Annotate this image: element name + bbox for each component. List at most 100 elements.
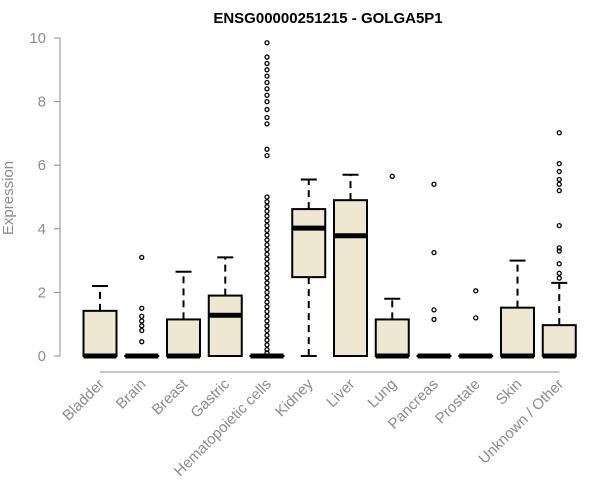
- outlier-point: [264, 153, 270, 159]
- outlier-point: [264, 265, 270, 272]
- outlier-point: [264, 261, 270, 267]
- outlier-point: [556, 261, 562, 267]
- outlier-point: [139, 339, 145, 345]
- outlier-point: [264, 256, 270, 262]
- outlier-point: [264, 86, 270, 92]
- y-tick-label: 6: [38, 157, 46, 174]
- outlier-point: [264, 194, 270, 200]
- outlier-point: [139, 318, 145, 324]
- outlier-point: [264, 251, 270, 257]
- outlier-point: [264, 121, 270, 127]
- outlier-point: [264, 79, 270, 86]
- box-unknown-other: [541, 130, 577, 359]
- outlier-point: [264, 289, 270, 296]
- outlier-point: [264, 327, 270, 334]
- outlier-point: [556, 176, 562, 183]
- outlier-point: [264, 294, 270, 300]
- outlier-point: [556, 187, 562, 194]
- outlier-point: [264, 323, 270, 329]
- y-axis-label: Expression: [0, 161, 17, 235]
- x-tick-label: Skin: [493, 376, 526, 409]
- outlier-point: [264, 346, 270, 353]
- box-gastric: [207, 256, 243, 357]
- iqr-box: [207, 294, 243, 357]
- outlier-point: [139, 313, 145, 319]
- outlier-point: [264, 342, 270, 348]
- box-hematopoietic-cells: [249, 40, 285, 359]
- outlier-point: [264, 60, 270, 67]
- y-tick-label: 10: [29, 30, 46, 47]
- axes: 0 2 4 6 8 10: [29, 30, 560, 373]
- x-tick-label: Prostate: [432, 376, 484, 428]
- x-tick-label: Lung: [364, 376, 400, 412]
- y-tick-label: 2: [38, 284, 46, 301]
- outlier-point: [556, 275, 562, 281]
- iqr-box: [541, 324, 577, 357]
- outlier-point: [264, 54, 270, 60]
- box-breast: [166, 270, 201, 359]
- x-tick-label: Liver: [323, 376, 358, 411]
- outlier-point: [139, 323, 145, 329]
- x-tick-label: Kidney: [272, 375, 317, 420]
- outlier-point: [264, 199, 270, 205]
- outlier-point: [264, 270, 270, 276]
- y-tick-label: 4: [38, 221, 46, 238]
- outlier-point: [139, 327, 145, 334]
- outlier-point: [264, 114, 270, 121]
- box-pancreas: [416, 181, 452, 359]
- outlier-point: [473, 315, 479, 321]
- boxes: [82, 40, 577, 359]
- outlier-point: [264, 308, 270, 315]
- outlier-point: [264, 213, 270, 219]
- iqr-box: [374, 318, 410, 357]
- outlier-point: [264, 318, 270, 324]
- outlier-point: [264, 313, 270, 319]
- outlier-point: [264, 337, 270, 343]
- outlier-point: [264, 237, 270, 243]
- box-skin: [500, 259, 535, 359]
- outlier-point: [264, 304, 270, 310]
- outlier-point: [264, 67, 270, 73]
- outlier-point: [556, 130, 562, 136]
- iqr-box: [333, 199, 368, 357]
- outlier-point: [556, 245, 562, 251]
- outlier-point: [264, 40, 270, 46]
- outlier-point: [264, 92, 270, 98]
- outlier-point: [264, 203, 270, 210]
- box-liver: [333, 173, 368, 357]
- outlier-point: [139, 305, 145, 311]
- outlier-point: [139, 254, 145, 261]
- outlier-point: [264, 284, 270, 291]
- y-tick-label: 8: [38, 94, 46, 111]
- x-tick-label: Bladder: [59, 376, 108, 425]
- chart-title: ENSG00000251215 - GOLGA5P1: [213, 10, 442, 27]
- outlier-point: [264, 350, 270, 356]
- outlier-point: [556, 181, 562, 187]
- outlier-point: [264, 227, 270, 234]
- outlier-point: [264, 332, 270, 338]
- iqr-box: [291, 208, 327, 279]
- outlier-point: [264, 98, 270, 105]
- outlier-point: [264, 106, 270, 113]
- outlier-point: [389, 173, 395, 179]
- outlier-point: [431, 249, 437, 256]
- outlier-point: [431, 316, 437, 323]
- outlier-point: [264, 299, 270, 305]
- outlier-point: [556, 270, 562, 276]
- x-tick-label: Brain: [113, 376, 150, 413]
- y-tick-label: 0: [38, 348, 46, 365]
- outlier-point: [264, 275, 270, 281]
- iqr-box: [500, 306, 535, 357]
- outlier-point: [264, 73, 270, 79]
- box-bladder: [82, 285, 118, 359]
- outlier-point: [556, 222, 562, 229]
- outlier-point: [264, 232, 270, 238]
- outlier-point: [431, 307, 437, 313]
- outlier-point: [264, 222, 270, 229]
- iqr-box: [82, 309, 118, 357]
- outlier-point: [556, 168, 562, 175]
- outlier-point: [264, 242, 270, 248]
- outlier-point: [264, 246, 270, 253]
